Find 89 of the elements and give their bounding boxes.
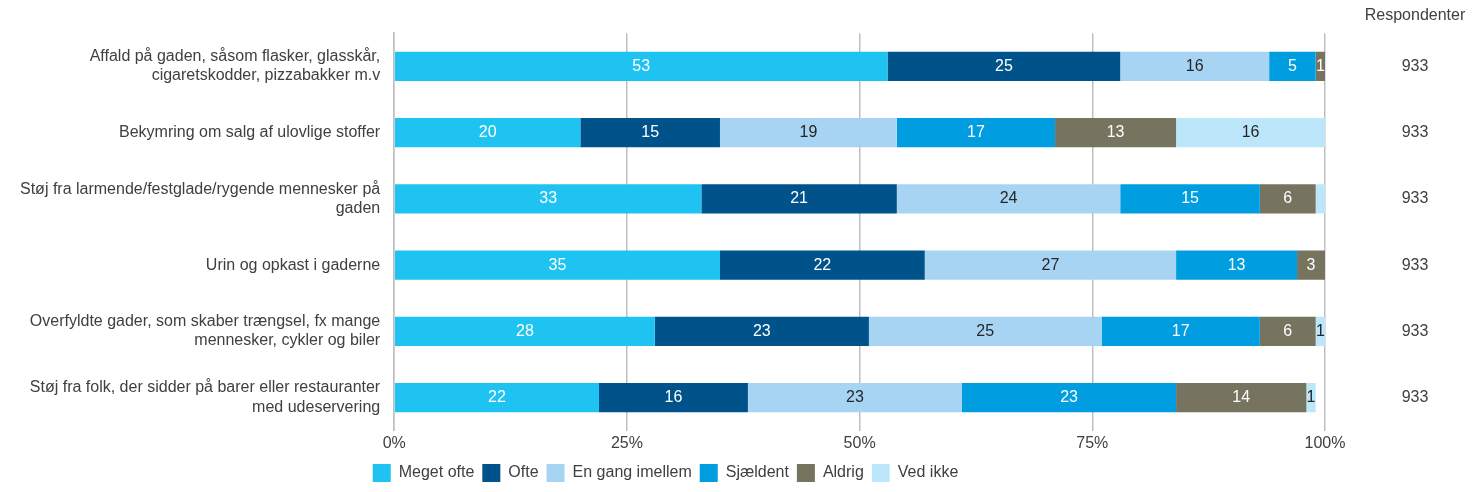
- data-label: 23: [846, 388, 864, 406]
- bar: [598, 383, 748, 413]
- bar: [394, 250, 720, 280]
- bar: [868, 316, 1102, 346]
- data-label: 15: [1181, 189, 1200, 207]
- text: 933: [1401, 123, 1429, 141]
- bar: [1120, 184, 1260, 214]
- data-label: 13: [1227, 255, 1246, 273]
- data-label: 6: [1283, 321, 1293, 339]
- y-tick-label: Overfyldte gader, som skaber trængsel, fx mange mennesker, cykler og biler: [29, 312, 381, 349]
- bar: [1176, 383, 1307, 413]
- data-label: 21: [790, 189, 809, 207]
- data-label: 20: [478, 123, 497, 141]
- data-label: 22: [488, 388, 506, 406]
- bar: [1120, 51, 1270, 81]
- text: 933: [1401, 56, 1429, 74]
- data-label: 23: [1060, 388, 1079, 406]
- bar: [1176, 250, 1298, 280]
- data-label: 27: [1041, 255, 1060, 273]
- legend-label: Sjældent: [725, 463, 790, 481]
- bar: [701, 184, 897, 214]
- x-tick-label: 50%: [843, 433, 876, 451]
- bar: [394, 51, 888, 81]
- data-label: 25: [976, 321, 995, 339]
- y-tick-label: Støj fra larmende/festglade/rygende mennesker på gaden: [19, 179, 381, 216]
- data-label: 1: [1315, 321, 1325, 339]
- x-tick-label: 100%: [1304, 433, 1346, 451]
- data-label: 33: [539, 189, 558, 207]
- data-label: 17: [1171, 321, 1190, 339]
- bar: [1259, 184, 1316, 214]
- data-label: 6: [1283, 189, 1293, 207]
- data-label: 17: [967, 123, 985, 141]
- data-label: 24: [999, 189, 1018, 207]
- legend-label: Ved ikke: [897, 463, 959, 481]
- legend-label: Ofte: [508, 463, 539, 481]
- bar: [1259, 316, 1316, 346]
- bar: [896, 184, 1121, 214]
- bar: [1176, 118, 1325, 148]
- bar: [654, 316, 869, 346]
- bar: [1297, 250, 1325, 280]
- bar: [719, 250, 925, 280]
- bar: [394, 118, 581, 148]
- data-label: 1: [1315, 56, 1325, 74]
- data-label: 23: [752, 321, 771, 339]
- y-tick-label: Støj fra folk, der sidder på barer eller restauranter med udeservering: [29, 378, 381, 415]
- bar: [394, 184, 702, 214]
- bar: [1101, 316, 1260, 346]
- data-label: 22: [813, 255, 832, 273]
- bar: [896, 118, 1056, 148]
- text: 933: [1401, 255, 1429, 273]
- legend-label: En gang imellem: [572, 463, 692, 481]
- text: 933: [1401, 189, 1429, 207]
- text: 933: [1401, 388, 1429, 406]
- text: 933: [1401, 321, 1429, 339]
- bar: [961, 383, 1177, 413]
- data-label: 25: [994, 56, 1013, 74]
- bar: [580, 118, 720, 148]
- bar: [1315, 184, 1325, 214]
- y-tick-label: Urin og opkast i gaderne: [205, 255, 381, 273]
- text: Respondenter: [1364, 6, 1466, 24]
- bar: [887, 51, 1121, 81]
- legend-label: Aldrig: [822, 463, 864, 481]
- y-tick-label: Bekymring om salg af ulovlige stoffer: [119, 123, 381, 141]
- data-label: 13: [1106, 123, 1125, 141]
- bar: [1306, 383, 1316, 413]
- x-tick-label: 25%: [610, 433, 643, 451]
- bar: [924, 250, 1177, 280]
- legend-label: Meget ofte: [398, 463, 475, 481]
- data-label: 3: [1306, 255, 1316, 273]
- x-tick-label: 0%: [382, 433, 406, 451]
- bar: [394, 383, 599, 413]
- bar: [747, 383, 962, 413]
- data-label: 19: [799, 123, 818, 141]
- data-label: 16: [1185, 56, 1204, 74]
- data-label: 28: [515, 321, 534, 339]
- data-label: 16: [1241, 123, 1260, 141]
- bar: [1055, 118, 1177, 148]
- data-label: 14: [1232, 388, 1251, 406]
- data-label: 5: [1287, 56, 1297, 74]
- x-tick-label: 75%: [1076, 433, 1109, 451]
- data-label: 1: [1306, 388, 1316, 406]
- y-tick-label: Affald på gaden, såsom flasker, glasskår, cigaretskodder, pizzabakker m.v: [89, 47, 381, 84]
- data-label: 15: [641, 123, 660, 141]
- bar: [1269, 51, 1316, 81]
- data-label: 53: [632, 56, 651, 74]
- bar: [719, 118, 897, 148]
- data-label: 35: [548, 255, 567, 273]
- bar: [394, 316, 655, 346]
- data-label: 16: [664, 388, 683, 406]
